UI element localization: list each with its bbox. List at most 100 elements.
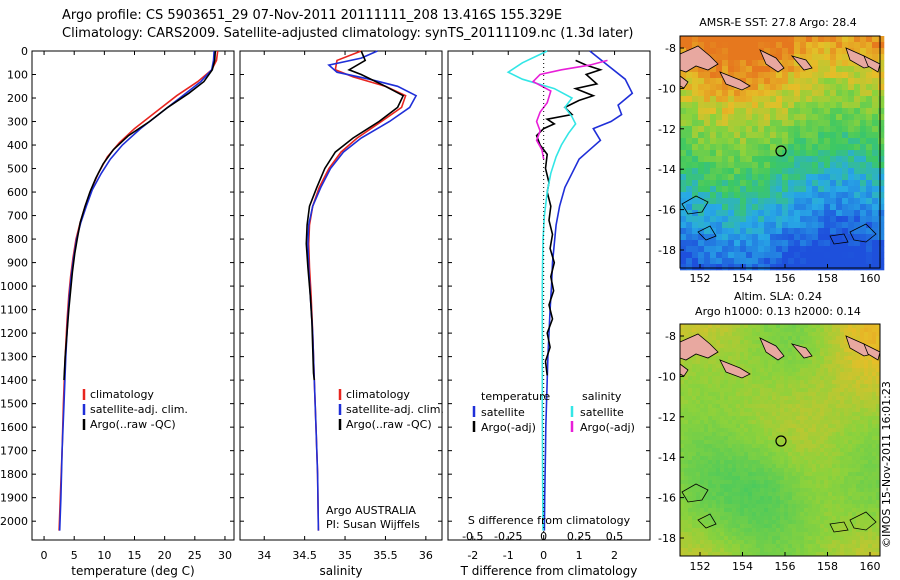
reef-outline <box>829 233 849 245</box>
land-mass <box>863 55 881 73</box>
map-y-tick-label: -14 <box>658 163 676 176</box>
map-y-tick-label: -8 <box>665 42 676 55</box>
chart-title-line2: Climatology: CARS2009. Satellite-adjuste… <box>62 26 634 41</box>
series-line-salinity-0 <box>307 50 407 531</box>
x-tick-label: 36 <box>419 549 433 562</box>
land-mass <box>719 359 751 379</box>
x-tick-label: 0 <box>540 549 547 562</box>
map-frame <box>679 35 881 269</box>
map-title: AMSR-E SST: 27.8 Argo: 28.4 <box>699 16 857 29</box>
y-tick-label: 1000 <box>0 280 28 293</box>
y-tick-label: 1600 <box>0 421 28 434</box>
y-tick-label: 900 <box>7 257 28 270</box>
map-x-tick-label: 154 <box>732 560 753 573</box>
y-tick-label: 1700 <box>0 445 28 458</box>
y-tick-label: 1300 <box>0 351 28 364</box>
x-axis-label: T difference from climatology <box>460 564 638 578</box>
legend-heading: temperature <box>481 390 550 403</box>
map-x-tick-label: 158 <box>817 272 838 285</box>
map-y-tick-label: -14 <box>658 451 676 464</box>
y-tick-label: 1900 <box>0 492 28 505</box>
series-line-difference-0 <box>543 50 634 531</box>
annotation-line: Argo AUSTRALIA <box>326 504 416 517</box>
legend-label: climatology <box>90 388 154 401</box>
y-tick-label: 500 <box>7 163 28 176</box>
map-y-tick-label: -16 <box>658 204 676 217</box>
land-mass <box>759 49 785 73</box>
x-axis-label: temperature (deg C) <box>71 564 194 578</box>
map-frame <box>679 323 881 557</box>
x-tick-label: -1 <box>503 549 514 562</box>
map-y-tick-label: -18 <box>658 532 676 545</box>
land-mass <box>863 343 881 361</box>
x-tick-label: 35 <box>338 549 352 562</box>
land-mass <box>679 45 719 73</box>
legend-label: Argo(..raw -QC) <box>90 418 176 431</box>
y-tick-label: 0 <box>21 45 28 58</box>
s-tick-label: 0.25 <box>567 530 592 543</box>
x-tick-label: 15 <box>128 549 142 562</box>
y-tick-label: 800 <box>7 233 28 246</box>
y-tick-label: 600 <box>7 186 28 199</box>
y-tick-label: 400 <box>7 139 28 152</box>
x-tick-label: 30 <box>218 549 232 562</box>
land-mass <box>679 333 719 361</box>
map-title: Argo h1000: 0.13 h2000: 0.14 <box>695 305 861 318</box>
series-line-temperature-2 <box>63 50 217 381</box>
legend-label: satellite-adj. clim. <box>346 403 444 416</box>
map-x-tick-label: 156 <box>775 272 796 285</box>
series-line-temperature-1 <box>58 50 215 531</box>
series-line-difference-3 <box>531 59 608 160</box>
plot-frame-salinity <box>239 50 443 541</box>
x-axis-label-top: S difference from climatology <box>468 514 631 527</box>
map-y-tick-label: -12 <box>658 123 676 136</box>
series-line-salinity-2 <box>305 50 405 381</box>
legend-label: Argo(-adj) <box>481 421 536 434</box>
legend-label: climatology <box>346 388 410 401</box>
reef-outline <box>849 511 877 531</box>
reef-outline <box>681 483 709 503</box>
map-x-tick-label: 154 <box>732 272 753 285</box>
y-tick-label: 700 <box>7 210 28 223</box>
series-line-difference-1 <box>535 59 603 376</box>
argo-position-marker <box>775 435 787 447</box>
y-tick-label: 1500 <box>0 398 28 411</box>
land-mass <box>845 47 873 69</box>
annotation-line: PI: Susan Wijffels <box>326 518 420 531</box>
s-tick-label: 0 <box>540 530 547 543</box>
map-x-tick-label: 158 <box>817 560 838 573</box>
reef-outline <box>849 223 877 243</box>
map-y-tick-label: -18 <box>658 244 676 257</box>
x-axis-label: salinity <box>319 564 362 578</box>
map-x-tick-label: 156 <box>775 560 796 573</box>
s-tick-label: 0.5 <box>606 530 624 543</box>
map-x-tick-label: 160 <box>860 272 881 285</box>
y-tick-label: 1100 <box>0 304 28 317</box>
reef-outline <box>829 521 849 533</box>
y-tick-label: 300 <box>7 116 28 129</box>
x-tick-label: 35.5 <box>373 549 398 562</box>
land-mass <box>759 337 785 361</box>
chart-title-line1: Argo profile: CS 5903651_29 07-Nov-2011 … <box>62 8 563 23</box>
y-tick-label: 100 <box>7 69 28 82</box>
map-y-tick-label: -16 <box>658 492 676 505</box>
sst-map <box>679 35 885 271</box>
x-tick-label: 34.5 <box>292 549 317 562</box>
map-y-tick-label: -10 <box>658 370 676 383</box>
series-line-difference-2 <box>506 50 577 531</box>
land-mass <box>790 343 813 359</box>
land-mass <box>719 71 751 91</box>
x-tick-label: 0 <box>41 549 48 562</box>
y-tick-label: 1800 <box>0 468 28 481</box>
map-x-tick-label: 160 <box>860 560 881 573</box>
y-tick-label: 2000 <box>0 515 28 528</box>
series-line-temperature-0 <box>58 50 219 531</box>
legend-heading: salinity <box>582 390 622 403</box>
imos-timestamp: ©IMOS 15-Nov-2011 16:01:23 <box>880 381 893 548</box>
legend-label: satellite-adj. clim. <box>90 403 188 416</box>
y-tick-label: 200 <box>7 92 28 105</box>
x-tick-label: 1 <box>576 549 583 562</box>
x-tick-label: 5 <box>71 549 78 562</box>
map-y-tick-label: -10 <box>658 82 676 95</box>
map-y-tick-label: -12 <box>658 411 676 424</box>
